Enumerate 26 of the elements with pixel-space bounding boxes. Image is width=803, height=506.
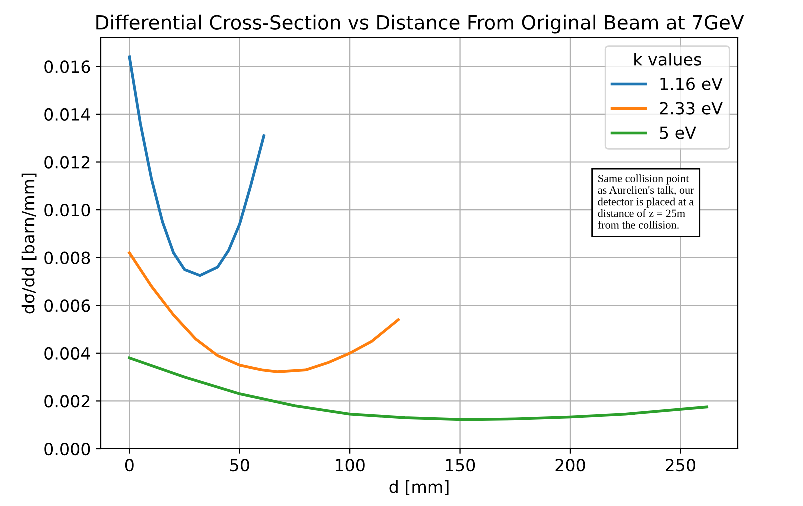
x-tick-label: 100: [336, 459, 365, 472]
x-tick-label: 0: [125, 459, 134, 472]
x-tick-label: 150: [446, 459, 476, 472]
annotation: Same collision point as Aurelien's talk, our detector is placed at a distance of z = 25m from the collision.: [598, 174, 694, 229]
x-axis-title: d [mm]: [390, 480, 449, 496]
y-tick-label: 0.008: [44, 252, 90, 264]
x-tick-label: 250: [666, 459, 696, 472]
legend-label: 5 eV: [660, 126, 696, 140]
line-series: [128, 56, 266, 278]
y-tick-label: 0.012: [44, 156, 90, 169]
y-tick-label: 0.006: [44, 300, 90, 312]
line-series: [128, 252, 400, 374]
line-series: [128, 356, 709, 422]
y-tick-label: 0.010: [44, 204, 90, 217]
y-tick-label: 0.000: [44, 442, 90, 456]
chart-title: Differential Cross-Section vs Distance From Original Beam at 7GeV: [96, 14, 744, 34]
y-axis-title: dσ/dd [barn/mm]: [22, 174, 37, 314]
legend-label: 2.33 eV: [660, 102, 723, 115]
y-tick-label: 0.016: [44, 60, 90, 74]
x-tick-label: 50: [230, 459, 250, 472]
y-tick-label: 0.014: [44, 108, 90, 122]
y-tick-label: 0.002: [44, 395, 90, 408]
y-tick-label: 0.004: [44, 347, 90, 360]
x-tick-label: 200: [556, 459, 586, 472]
legend-label: 1.16 eV: [660, 78, 723, 90]
legend-title: k values: [634, 53, 702, 66]
